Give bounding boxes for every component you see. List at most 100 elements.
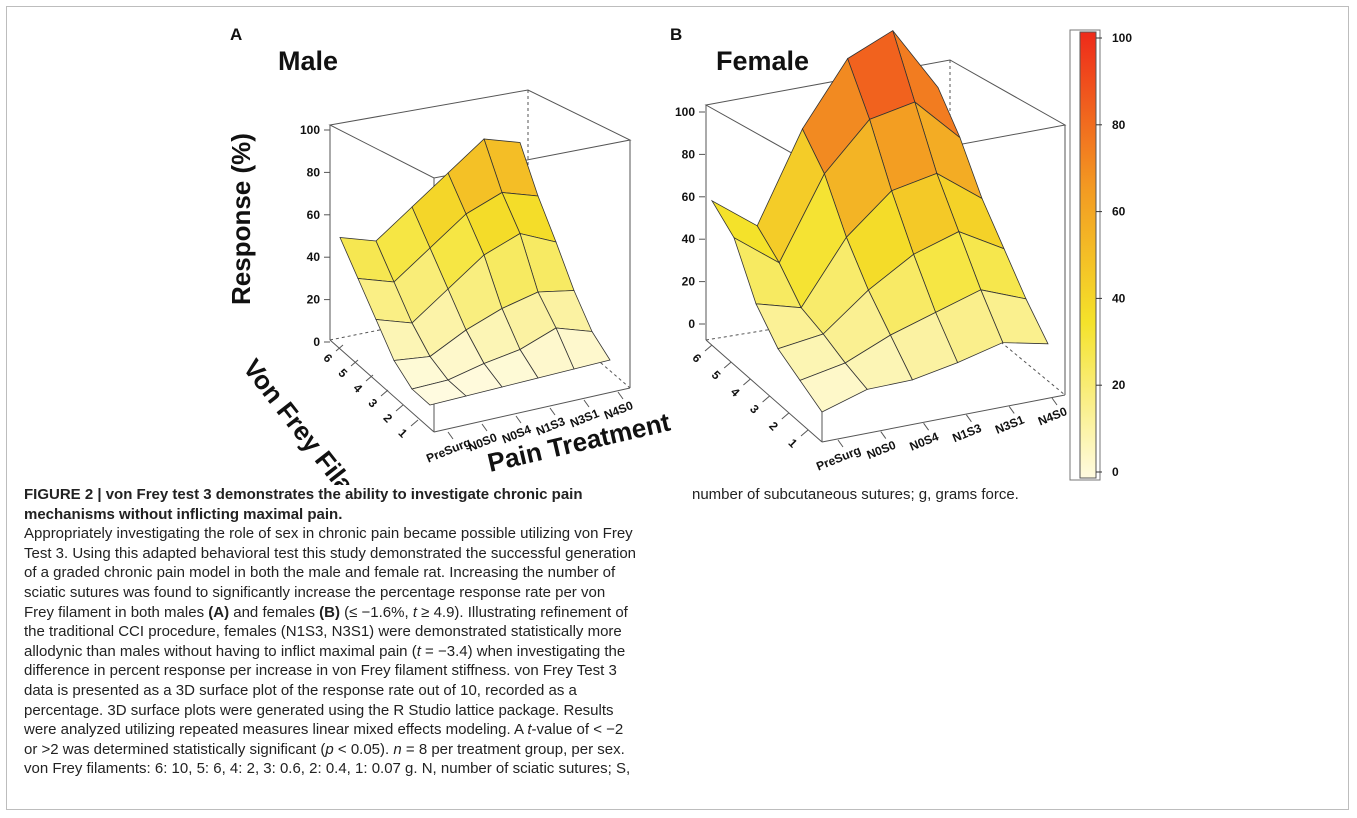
y-tick-mark	[781, 412, 790, 420]
z-tick-label: 0	[688, 317, 695, 331]
caption-text: = −3.4) when investigating the differenc…	[24, 642, 626, 739]
chart-title-female: Female	[716, 46, 809, 76]
caption-text: (≤ −1.6%,	[344, 603, 409, 621]
figure-caption: FIGURE 2 | von Frey test 3 demonstrates …	[24, 485, 1334, 805]
z-tick-label: 100	[300, 123, 320, 137]
colorbar-scale	[1079, 31, 1097, 479]
x-tick-mark	[447, 431, 454, 440]
caption-title: FIGURE 2 | von Frey test 3 demonstrates …	[24, 486, 583, 523]
caption-column-left: FIGURE 2 | von Frey test 3 demonstrates …	[24, 485, 639, 779]
y-tick-label: 6	[690, 351, 705, 366]
box-bottom	[705, 339, 823, 443]
y-tick-label: 1	[786, 436, 801, 451]
caption-t-symbol: t	[527, 721, 532, 739]
surface-male	[339, 138, 611, 406]
x-tick-label: PreSurg	[424, 435, 473, 465]
surface-cell	[799, 362, 868, 413]
y-tick-mark	[723, 361, 732, 369]
x-tick-label: N3S1	[993, 412, 1026, 436]
figure-frame	[6, 6, 1349, 810]
caption-text: -value of < −2 or >2 was determined stat…	[24, 721, 624, 758]
y-tick-mark	[380, 389, 389, 397]
z-tick-label: 80	[682, 147, 696, 161]
caption-column-right: number of subcutaneous sutures; g, grams…	[692, 485, 1307, 505]
y-tick-mark	[395, 404, 404, 412]
x-tick-mark	[481, 423, 488, 432]
colorbar-tick-label: 20	[1112, 378, 1126, 392]
x-tick-label: N4S0	[1036, 404, 1069, 428]
box-bottom	[329, 339, 435, 433]
z-tick-label: 80	[307, 165, 321, 179]
colorbar-frame	[1069, 29, 1101, 481]
y-tick-label: 1	[396, 426, 411, 441]
colorbar-tick-label: 100	[1112, 31, 1132, 45]
z-tick-label: 100	[675, 105, 695, 119]
colorbar-ticks: 0 20 40 60 80 100	[1096, 31, 1132, 479]
y-tick-label: 3	[747, 402, 762, 417]
x-tick-mark	[965, 414, 972, 423]
caption-n-symbol: n	[393, 740, 402, 758]
caption-ref-a: (A)	[208, 603, 230, 621]
caption-text: number of subcutaneous sutures; g, grams…	[692, 486, 1019, 503]
y-tick-label: 5	[709, 368, 724, 383]
y-tick-label: 5	[336, 366, 351, 381]
colorbar-tick-label: 80	[1112, 118, 1126, 132]
caption-text: = 8 per treatment group, per sex. von Fr…	[24, 740, 631, 778]
x-tick-label: N0S4	[908, 429, 941, 453]
x-tick-mark	[549, 407, 556, 416]
z-tick-label: 0	[313, 335, 320, 349]
y-axis-title: Von Frey Filament	[237, 353, 398, 485]
y-tick-label: 2	[381, 411, 396, 426]
colorbar-tick-label: 0	[1112, 465, 1119, 479]
y-tick-mark	[800, 429, 809, 437]
y-tick-label: 4	[728, 385, 743, 400]
y-tick-mark	[365, 374, 374, 382]
y-tick-mark	[350, 359, 359, 367]
z-tick-label: 60	[307, 208, 321, 222]
colorbar-tick-label: 60	[1112, 205, 1126, 219]
panel-letter-a: A	[230, 25, 242, 44]
z-tick-label: 40	[682, 232, 696, 246]
x-tick-label: N0S0	[865, 438, 898, 462]
caption-text: and females	[233, 603, 315, 621]
z-axis-title: Response (%)	[226, 133, 256, 305]
y-tick-mark	[743, 378, 751, 386]
caption-p-symbol: p	[325, 740, 334, 758]
z-tick-label: 60	[682, 190, 696, 204]
colorbar-tick-label: 40	[1112, 291, 1126, 305]
colorbar: 0 20 40 60 80 100	[1069, 29, 1132, 481]
x-tick-mark	[1008, 406, 1015, 414]
caption-text: Appropriately investigating the role of …	[24, 525, 637, 621]
caption-ref-b: (B)	[319, 603, 340, 621]
z-tick-label: 20	[682, 275, 696, 289]
y-tick-label: 3	[366, 396, 381, 411]
caption-text: ≥ 4.9). Illustrating refinement of the t…	[24, 603, 628, 660]
y-tick-mark	[410, 419, 419, 427]
x-tick-mark	[1051, 397, 1058, 406]
y-tick-mark	[335, 344, 344, 352]
x-tick-mark	[617, 391, 624, 400]
x-tick-mark	[837, 439, 844, 448]
panel-letter-b: B	[670, 25, 682, 44]
x-tick-mark	[923, 422, 930, 431]
caption-t-symbol: t	[412, 603, 417, 621]
x-tick-label: N1S3	[950, 421, 983, 445]
y-tick-label: 2	[766, 419, 781, 434]
y-tick-mark	[704, 344, 713, 352]
x-tick-label: PreSurg	[814, 443, 863, 473]
surface-cell	[411, 379, 467, 406]
z-tick-label: 40	[307, 250, 321, 264]
caption-t-symbol: t	[416, 642, 421, 660]
y-tick-label: 4	[351, 381, 366, 396]
y-tick-label: 6	[321, 351, 336, 366]
caption-text: < 0.05).	[337, 740, 390, 758]
chart-title-male: Male	[278, 46, 338, 76]
z-tick-label: 20	[307, 293, 321, 307]
surface-female	[710, 29, 1049, 413]
box-bottom	[433, 387, 631, 433]
x-tick-mark	[880, 431, 887, 439]
